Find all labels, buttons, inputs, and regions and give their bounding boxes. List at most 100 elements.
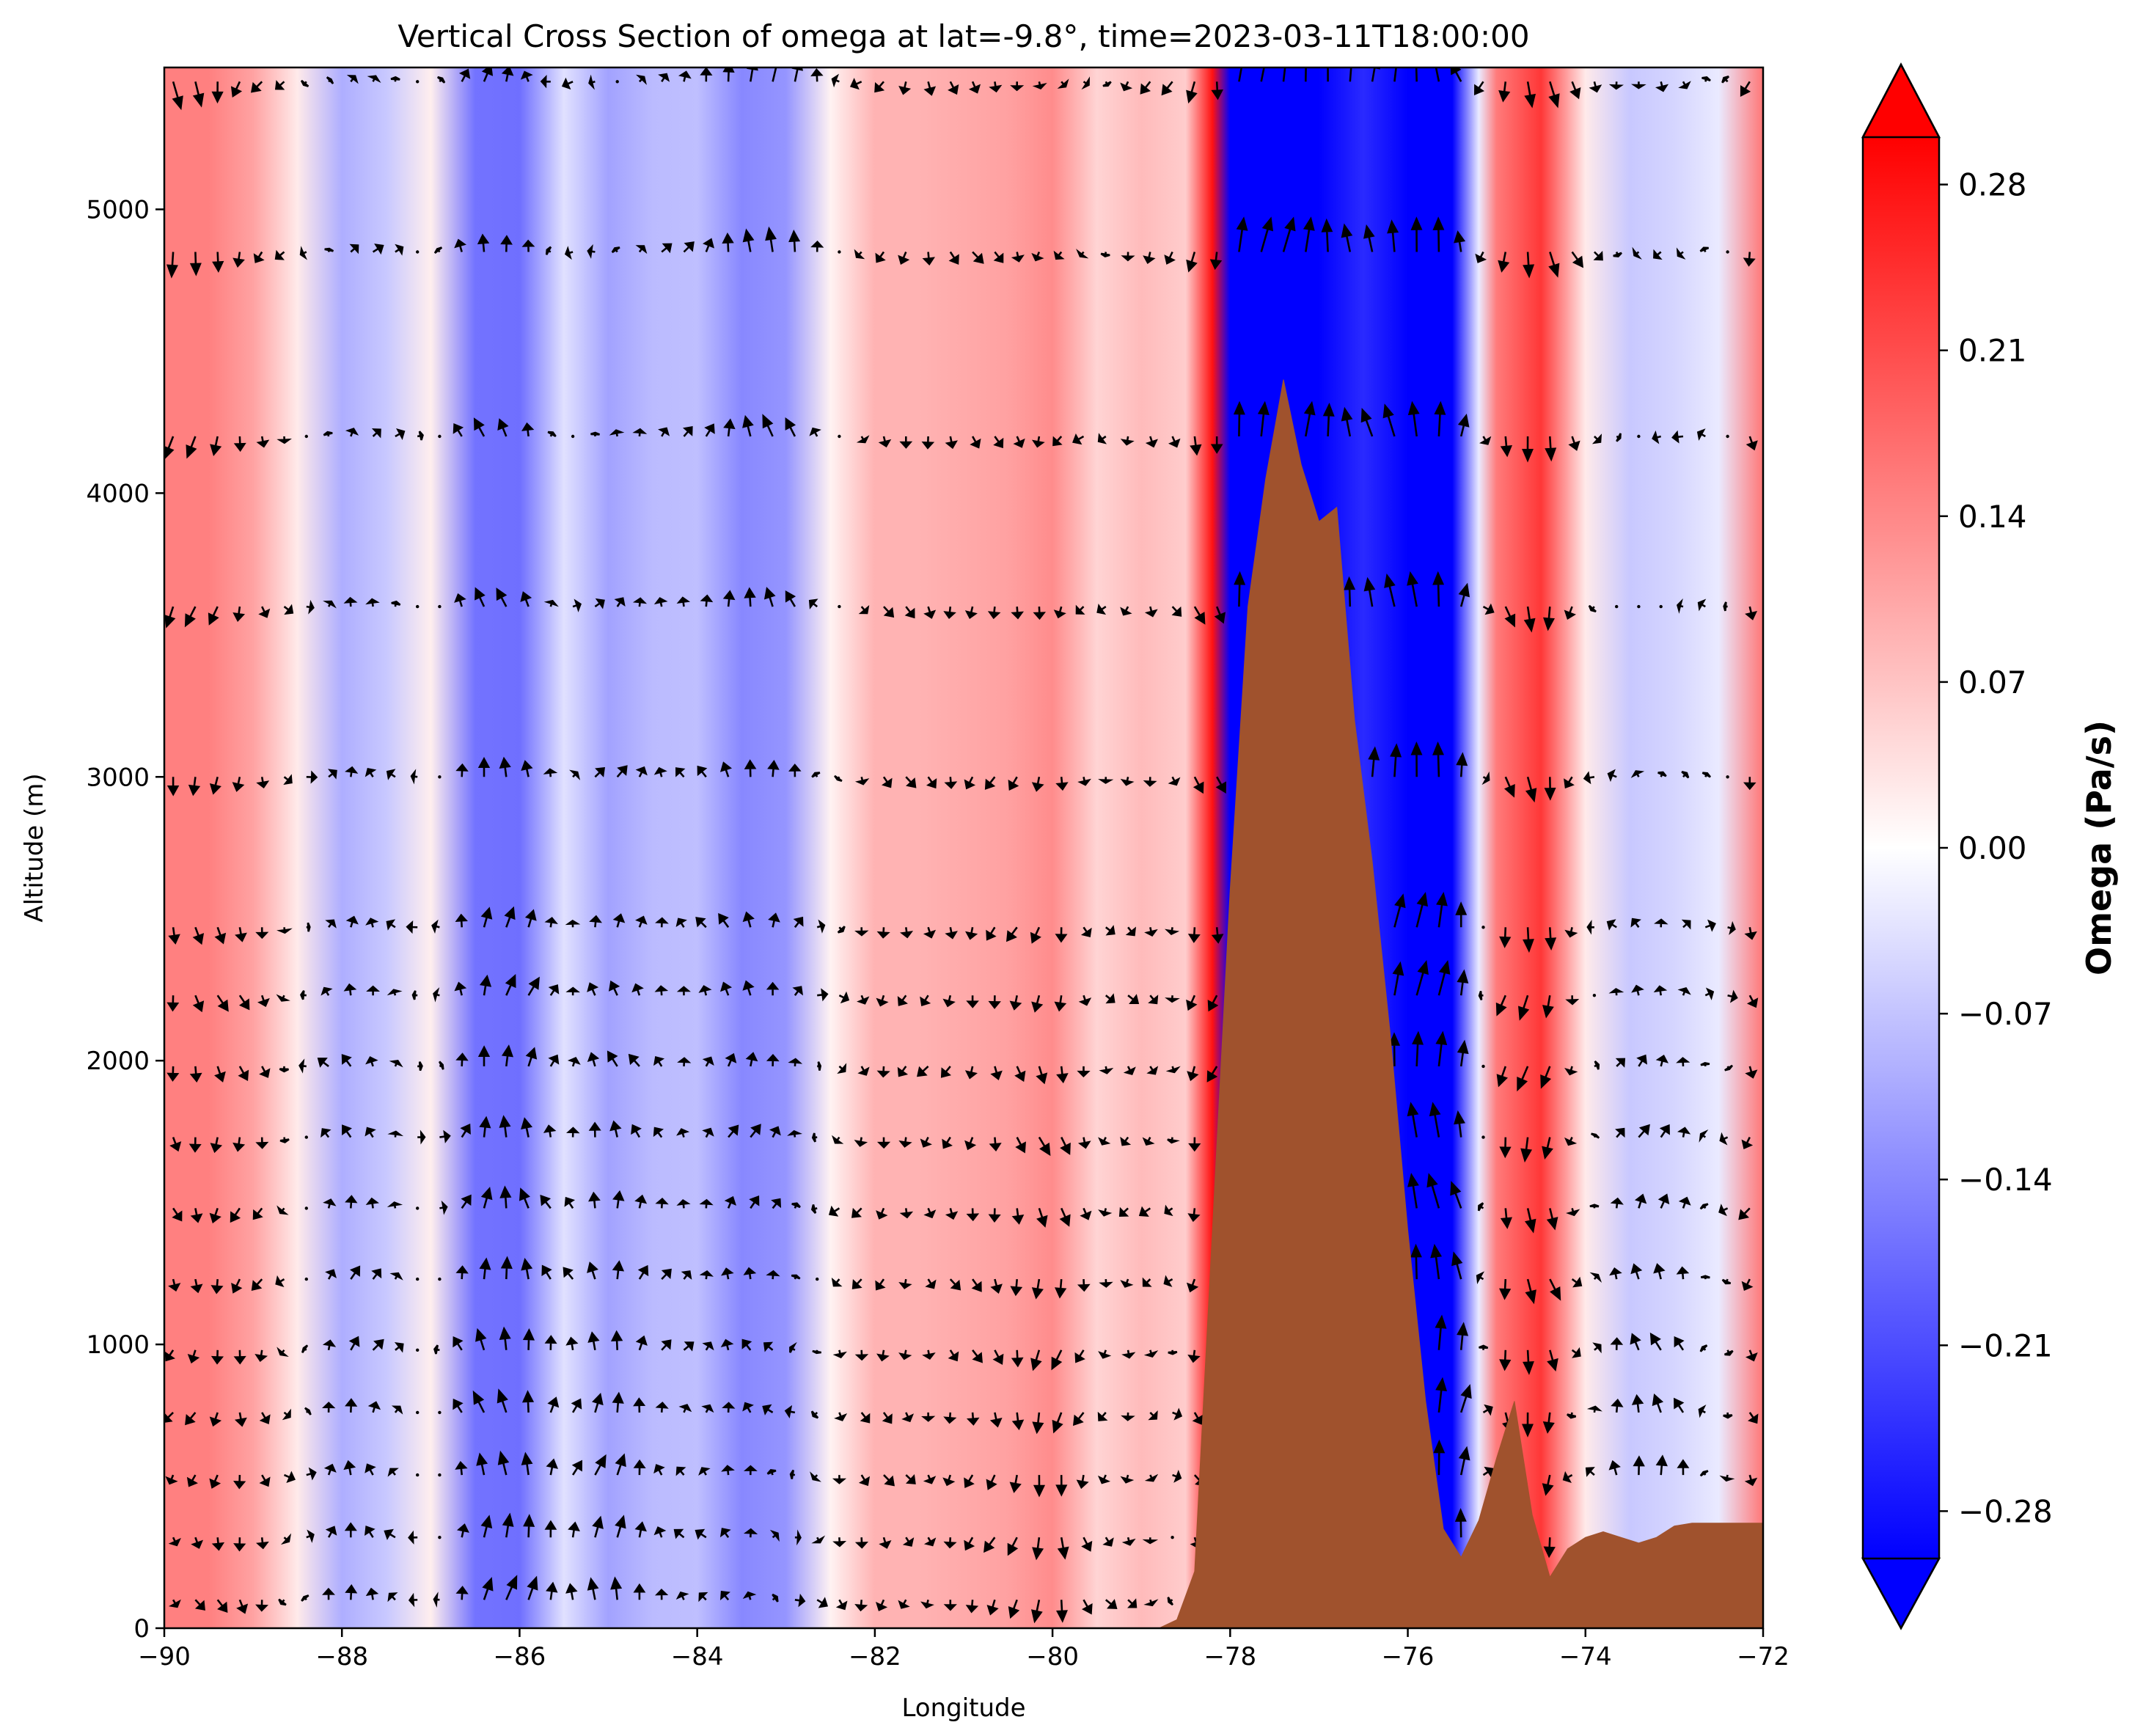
- wind-vector: [635, 245, 648, 254]
- wind-vector: [304, 1135, 308, 1139]
- wind-vector: [1010, 81, 1025, 92]
- wind-vector: [810, 68, 824, 82]
- wind-vector: [965, 927, 978, 940]
- wind-vector: [1745, 1349, 1758, 1362]
- wind-vector: [306, 922, 311, 932]
- wind-vector: [1454, 1110, 1465, 1138]
- wind-vector: [1594, 1061, 1600, 1070]
- wind-vector: [948, 81, 959, 95]
- wind-vector: [210, 1278, 224, 1294]
- wind-vector: [1566, 1208, 1580, 1217]
- wind-vector: [1193, 776, 1204, 794]
- wind-vector: [1482, 1466, 1494, 1478]
- wind-vector: [728, 1124, 739, 1138]
- wind-vector: [682, 426, 693, 437]
- wind-vector: [1051, 1349, 1063, 1371]
- wind-vector: [832, 1349, 847, 1359]
- wind-vector: [1172, 1470, 1182, 1483]
- wind-vector: [588, 1121, 601, 1138]
- y-axis: 0 1000 2000 3000 4000 5000: [86, 195, 164, 1644]
- wind-vector: [592, 1515, 604, 1538]
- wind-vector: [169, 1137, 182, 1152]
- wind-vector: [965, 1600, 979, 1614]
- wind-vector: [1721, 1278, 1732, 1285]
- wind-vector: [416, 80, 420, 84]
- wind-vector: [851, 1207, 862, 1218]
- wind-vector: [1746, 995, 1759, 1008]
- wind-vector: [1387, 219, 1399, 252]
- wind-vector: [184, 606, 197, 628]
- wind-vector: [1121, 1412, 1135, 1421]
- wind-vector: [1030, 926, 1041, 944]
- wind-vector: [438, 434, 442, 439]
- wind-vector: [794, 1529, 802, 1546]
- wind-vector: [633, 1397, 646, 1413]
- wind-vector: [345, 1398, 358, 1413]
- wind-vector: [968, 81, 981, 94]
- wind-vector: [921, 436, 935, 450]
- wind-vector: [923, 1207, 937, 1219]
- wind-vector: [742, 1402, 754, 1413]
- wind-vector: [990, 1066, 1003, 1080]
- wind-vector: [898, 1349, 912, 1360]
- wind-vector: [561, 77, 574, 90]
- wind-vector: [1475, 251, 1487, 263]
- wind-vector: [233, 1475, 246, 1490]
- wind-vector: [433, 246, 443, 254]
- wind-vector: [476, 1452, 488, 1476]
- wind-vector: [944, 777, 958, 789]
- wind-vector: [345, 1584, 358, 1600]
- wind-vector: [164, 1349, 176, 1362]
- wind-vector: [1699, 1203, 1709, 1210]
- wind-vector: [1388, 1032, 1401, 1066]
- wind-vector: [1099, 1279, 1113, 1288]
- wind-vector: [721, 1267, 734, 1280]
- wind-vector: [1142, 1277, 1152, 1287]
- wind-vector: [387, 1592, 398, 1603]
- wind-vector: [1305, 67, 1307, 82]
- wind-vector: [1657, 1193, 1670, 1209]
- wind-vector: [1105, 925, 1116, 936]
- wind-vector: [1613, 252, 1622, 257]
- wind-vector: [1522, 436, 1534, 463]
- wind-vector: [280, 1533, 292, 1545]
- wind-vector: [1606, 919, 1617, 931]
- wind-vector: [306, 1529, 315, 1543]
- wind-vector: [831, 1277, 843, 1287]
- wind-vector: [455, 913, 468, 928]
- wind-vector: [391, 600, 401, 607]
- wind-vector: [565, 986, 580, 996]
- wind-vector: [1207, 995, 1219, 1012]
- wind-vector: [283, 774, 293, 785]
- wind-vector: [1630, 1333, 1641, 1351]
- wind-vector: [344, 1522, 357, 1538]
- wind-vector: [1146, 1066, 1159, 1075]
- wind-vector: [527, 976, 540, 996]
- wind-vector: [612, 1391, 624, 1413]
- wind-vector: [371, 428, 381, 439]
- wind-vector: [653, 1127, 664, 1138]
- wind-vector: [1102, 1537, 1114, 1547]
- wind-vector: [1610, 1197, 1624, 1209]
- wind-vector: [964, 1537, 975, 1551]
- wind-vector: [587, 243, 596, 259]
- wind-vector: [395, 243, 404, 256]
- wind-vector: [1652, 1393, 1664, 1413]
- wind-vector: [588, 74, 596, 90]
- wind-vector: [628, 1053, 640, 1067]
- wind-vector: [1608, 81, 1624, 90]
- wind-vector: [948, 251, 959, 265]
- wind-vector: [251, 1278, 263, 1291]
- wind-vector: [683, 241, 695, 253]
- wind-vector: [788, 763, 802, 777]
- wind-vector: [1727, 920, 1736, 935]
- wind-vector: [920, 1599, 934, 1609]
- plot-area: [164, 67, 1763, 1628]
- wind-vector: [817, 1061, 822, 1071]
- wind-vector: [1432, 741, 1445, 777]
- x-tick-label: −84: [671, 1642, 724, 1671]
- wind-vector: [1564, 1137, 1578, 1146]
- wind-vector: [322, 1339, 337, 1351]
- wind-vector: [187, 1349, 200, 1364]
- wind-vector: [563, 1267, 574, 1280]
